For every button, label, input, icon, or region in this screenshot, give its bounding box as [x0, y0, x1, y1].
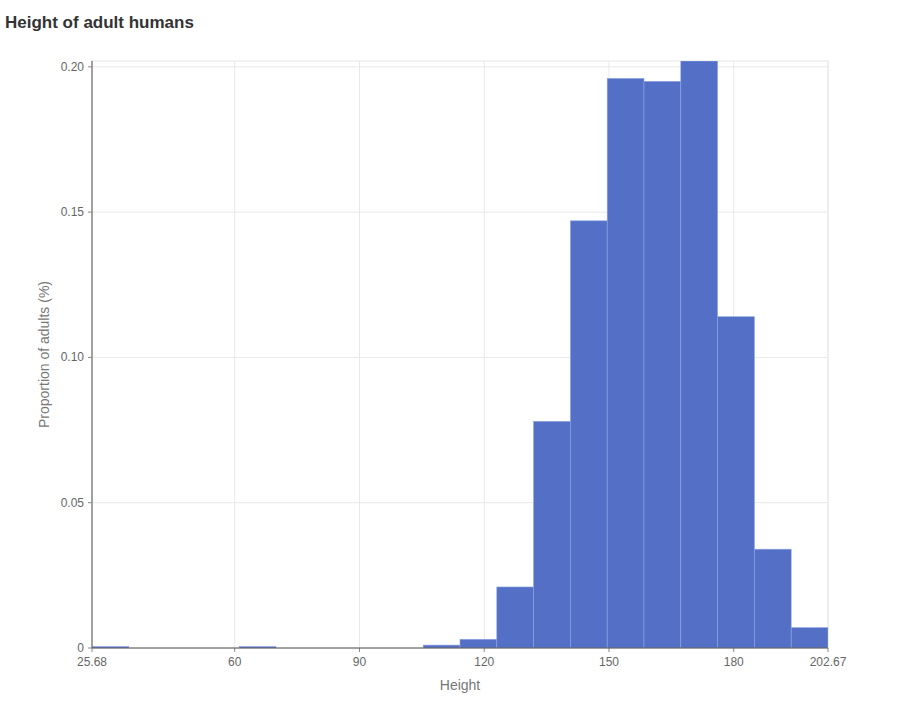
- grid-line: [359, 61, 360, 648]
- y-axis: [92, 61, 93, 648]
- bar: [607, 78, 644, 648]
- x-tick-label: 150: [599, 655, 619, 669]
- tick-mark: [828, 648, 829, 652]
- grid-line: [234, 61, 235, 648]
- tick-mark: [733, 648, 734, 652]
- y-tick-label: 0.15: [61, 205, 85, 219]
- y-tick-label: 0.20: [61, 60, 85, 74]
- y-tick-label: 0.05: [61, 496, 85, 510]
- tick-mark: [234, 648, 235, 652]
- plot-frame: [92, 61, 828, 648]
- tick-mark: [92, 648, 93, 652]
- bar: [570, 221, 607, 648]
- y-tick-label: 0.10: [61, 350, 85, 364]
- bars: [92, 61, 828, 648]
- bar: [644, 81, 681, 648]
- x-tick-label: 25.68: [77, 655, 107, 669]
- x-axis-label: Height: [440, 677, 481, 693]
- x-tick-label: 60: [228, 655, 242, 669]
- x-tick-label: 180: [724, 655, 744, 669]
- x-axis: [92, 648, 828, 649]
- bar: [460, 639, 497, 648]
- chart: Height of adult humans 0 0.05 0.10 0.15 0.20 2…: [0, 0, 920, 719]
- bar: [718, 317, 755, 648]
- tick-mark: [88, 212, 92, 213]
- tick-mark: [359, 648, 360, 652]
- tick-mark: [88, 357, 92, 358]
- bar: [681, 61, 718, 648]
- tick-mark: [484, 648, 485, 652]
- x-tick-label: 120: [474, 655, 494, 669]
- bar: [791, 628, 828, 648]
- grid-line: [92, 648, 828, 649]
- x-tick-label: 90: [353, 655, 367, 669]
- bar: [497, 587, 534, 648]
- grid-line: [828, 61, 829, 648]
- tick-mark: [88, 502, 92, 503]
- tick-mark: [88, 66, 92, 67]
- grid-line: [92, 61, 93, 648]
- y-axis-label: Proportion of adults (%): [36, 281, 52, 428]
- tick-mark: [608, 648, 609, 652]
- bar: [754, 549, 791, 648]
- title: Height of adult humans: [5, 13, 194, 32]
- tick-mark: [88, 648, 92, 649]
- y-tick-label: 0: [77, 641, 84, 655]
- bar: [534, 421, 571, 648]
- x-tick-label: 202.67: [810, 655, 847, 669]
- grid-line: [484, 61, 485, 648]
